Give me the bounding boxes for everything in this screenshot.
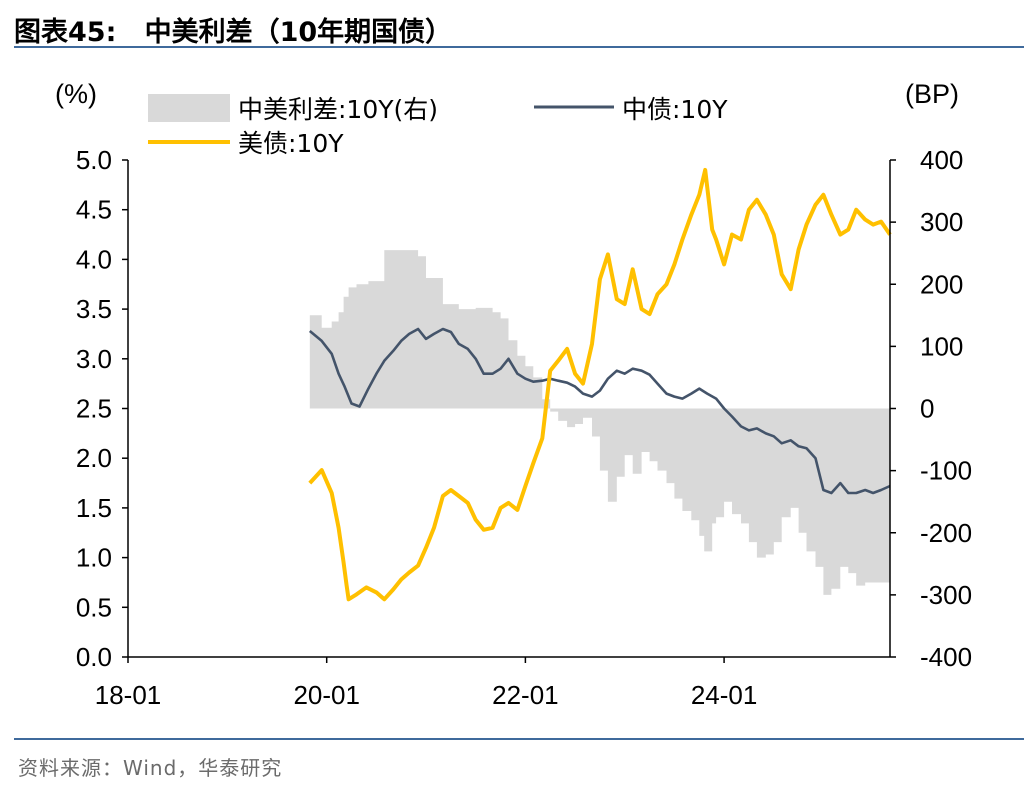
left-tick-label: 2.0 — [76, 443, 112, 473]
x-tick-label: 24-01 — [691, 680, 758, 710]
left-tick-label: 4.5 — [76, 195, 112, 225]
left-tick-label: 3.0 — [76, 344, 112, 374]
legend-spread-label: 中美利差:10Y(右) — [238, 95, 438, 124]
right-tick-label: -100 — [920, 456, 972, 486]
spread-area-layer — [309, 250, 890, 595]
series-cn-10y-line — [308, 327, 891, 495]
x-tick-label: 22-01 — [492, 680, 559, 710]
series-spread-area — [309, 250, 890, 595]
right-tick-label: -200 — [920, 518, 972, 548]
legend-spread-swatch — [148, 94, 230, 122]
right-tick-label: 300 — [920, 207, 963, 237]
right-tick-label: 400 — [920, 145, 963, 175]
left-tick-label: 1.5 — [76, 493, 112, 523]
figure-title: 图表45: 中美利差（10年期国债） — [14, 17, 453, 48]
right-tick-label: 200 — [920, 269, 963, 299]
left-tick-label: 0.0 — [76, 642, 112, 672]
right-axis-unit: (BP) — [905, 79, 959, 109]
right-tick-label: 100 — [920, 331, 963, 361]
left-tick-label: 0.5 — [76, 592, 112, 622]
left-tick-label: 2.5 — [76, 394, 112, 424]
left-tick-label: 3.5 — [76, 294, 112, 324]
left-tick-label: 1.0 — [76, 543, 112, 573]
left-axis-unit: (%) — [55, 79, 97, 109]
series-us-10y-line — [308, 167, 892, 602]
axis-layer: 5.0 4.5 4.0 3.5 3.0 2.5 2.0 1.5 1.0 0.5 0.0 400 300 2… — [55, 79, 972, 710]
x-tick-label: 20-01 — [293, 680, 360, 710]
right-tick-label: -300 — [920, 580, 972, 610]
left-tick-label: 5.0 — [76, 145, 112, 175]
right-tick-label: -400 — [920, 642, 972, 672]
left-tick-label: 4.0 — [76, 244, 112, 274]
right-tick-label: 0 — [920, 394, 934, 424]
source-note: 资料来源：Wind，华泰研究 — [18, 756, 283, 780]
source-rule — [14, 738, 1024, 740]
legend: 中美利差:10Y(右) 中债:10Y 美债:10Y — [148, 94, 728, 158]
line-layer — [308, 167, 892, 602]
legend-cn-label: 中债:10Y — [622, 95, 728, 124]
x-tick-label: 18-01 — [95, 680, 162, 710]
title-rule — [14, 46, 1024, 48]
legend-us-label: 美债:10Y — [238, 129, 344, 158]
